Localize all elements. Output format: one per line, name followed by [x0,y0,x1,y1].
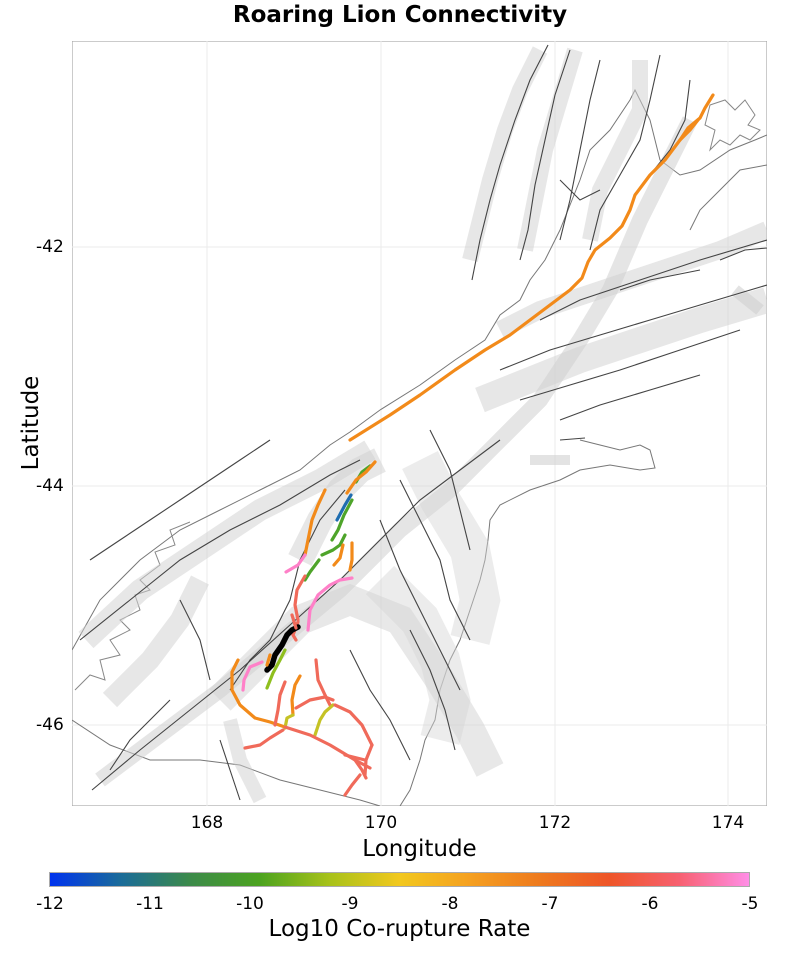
y-tick-label: -42 [36,237,64,257]
corupture-segments [230,93,715,797]
colorbar-tick: -10 [236,894,264,914]
colorbar-tick: -8 [441,894,459,914]
marlborough-sounds [704,99,761,152]
colorbar-tick: -9 [341,894,359,914]
source-fault-roaring-lion [264,624,301,673]
colorbar-tick: -11 [136,894,164,914]
x-tick-label: 170 [364,813,398,833]
colorbar-label: Log10 Co-rupture Rate [268,916,531,942]
y-tick-label: -46 [36,715,64,735]
gridlines [72,41,767,806]
y-axis-label: Latitude [18,375,44,471]
colorbar-tick: -12 [36,894,64,914]
colorbar [49,872,750,887]
y-tick-label: -44 [36,476,64,496]
map-plot-area [72,41,767,806]
x-tick-label: 174 [711,813,745,833]
fault-traces [79,44,767,801]
chart-title: Roaring Lion Connectivity [232,2,568,28]
x-tick-label: 168 [190,813,224,833]
x-tick-label: 172 [538,813,572,833]
fiordland-coast [74,521,191,691]
colorbar-tick: -7 [541,894,559,914]
x-axis-label: Longitude [362,836,477,862]
colorbar-tick: -5 [741,894,759,914]
colorbar-tick: -6 [641,894,659,914]
coastline [72,88,767,806]
